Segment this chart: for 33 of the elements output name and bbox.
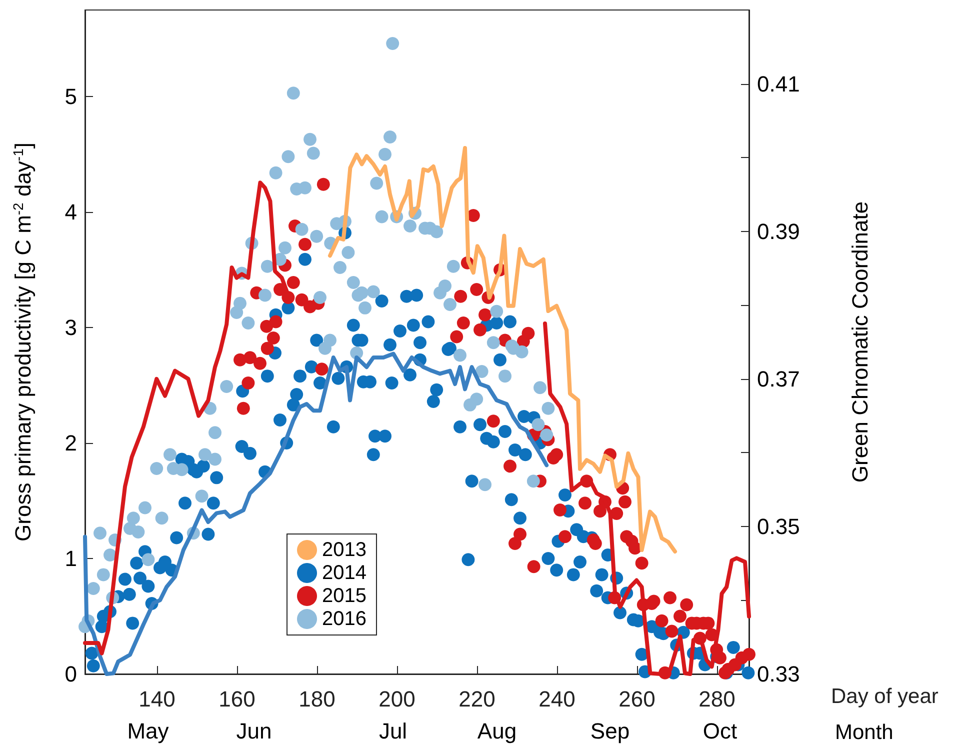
x-axis-title: Day of year: [831, 685, 938, 708]
y2-tick-label: 0.33: [757, 662, 800, 686]
x-tick-label: 260: [618, 686, 656, 712]
x-tick-label: 240: [538, 686, 576, 712]
text: Jul: [378, 718, 408, 744]
text: May: [127, 718, 169, 744]
x-tick-label: 180: [298, 686, 336, 712]
x-tick-label: 160: [218, 686, 256, 712]
legend-label: 2013: [322, 539, 366, 561]
text: Month: [835, 721, 894, 744]
y2-axis-title: Green Chromatic Coordinate: [848, 201, 872, 483]
y2-tick-label: 0.41: [757, 71, 800, 96]
y-tick-label: 1: [64, 546, 77, 572]
y-tick-label: 4: [64, 200, 77, 225]
legend-label: 2015: [322, 585, 366, 607]
x-tick-label: 220: [458, 686, 496, 712]
y-tick-label: 3: [64, 315, 77, 340]
y-tick-label: 2: [64, 430, 77, 456]
text: Jun: [236, 718, 272, 744]
y2-tick-label: 0.35: [757, 514, 800, 539]
x-tick-label: 280: [698, 686, 736, 712]
x-tick-label: 140: [138, 686, 176, 712]
text: Aug: [477, 718, 517, 744]
legend-label: 2016: [322, 608, 366, 630]
y-tick-label: 0: [64, 662, 77, 686]
text: Sep: [590, 718, 630, 744]
y-axis-title: Gross primary productivity [g C m-2 day-1]: [10, 142, 36, 542]
y-tick-label: 5: [64, 84, 77, 110]
y2-tick-label: 0.39: [757, 218, 800, 244]
text: Oct: [702, 718, 738, 744]
x-tick-label: 200: [378, 686, 416, 712]
y2-tick-label: 0.37: [757, 366, 800, 392]
legend-label: 2014: [322, 562, 366, 584]
